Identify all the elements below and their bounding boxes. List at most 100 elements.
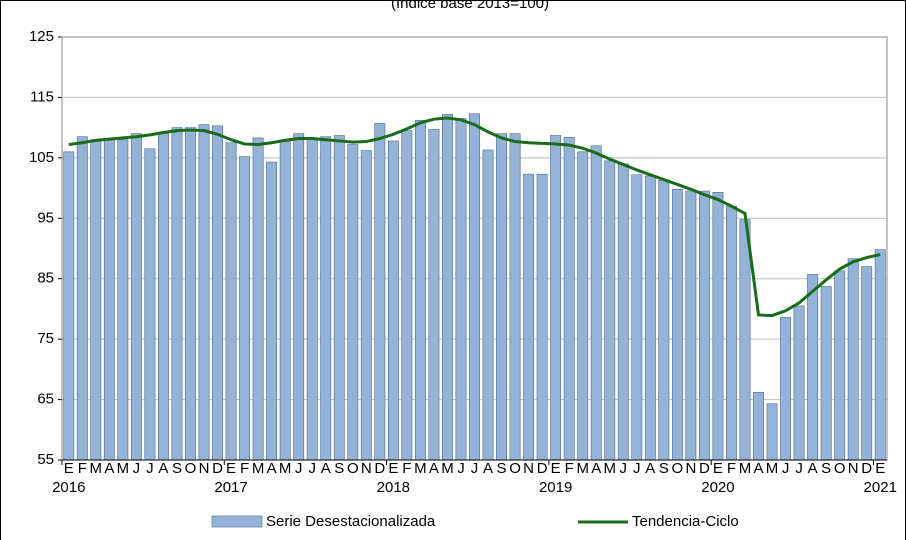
- x-tick-label: O: [509, 460, 521, 477]
- x-tick-label: A: [483, 460, 493, 477]
- year-label: 2019: [539, 479, 572, 496]
- bar: [671, 188, 683, 461]
- bar: [225, 142, 237, 461]
- x-tick-label: J: [471, 460, 479, 477]
- x-tick-label: D: [212, 460, 223, 477]
- x-tick-label: O: [347, 460, 359, 477]
- x-tick-label: A: [429, 460, 439, 477]
- y-tick-label: 95: [37, 209, 54, 226]
- x-tick-label: E: [713, 460, 723, 477]
- bar: [414, 120, 426, 461]
- x-tick-label: J: [795, 460, 803, 477]
- x-tick-label: F: [727, 460, 736, 477]
- x-tick-label: J: [146, 460, 154, 477]
- x-tick-label: N: [199, 460, 210, 477]
- bar: [144, 148, 156, 461]
- x-tick-label: A: [754, 460, 764, 477]
- x-tick-label: E: [551, 460, 561, 477]
- bar: [712, 192, 724, 461]
- x-tick-label: E: [64, 460, 74, 477]
- trend-line: [68, 116, 881, 318]
- year-label: 2016: [52, 479, 85, 496]
- x-tick-label: M: [252, 460, 265, 477]
- bar: [874, 249, 886, 461]
- bar: [442, 114, 453, 461]
- bar: [117, 139, 129, 461]
- bar: [103, 139, 115, 461]
- x-tick-label: M: [414, 460, 427, 477]
- x-tick-label: A: [267, 460, 277, 477]
- chart-subtitle: (Índice base 2013=100): [391, 0, 549, 12]
- x-tick-label: M: [90, 460, 103, 477]
- bar: [604, 160, 616, 461]
- x-tick-label: S: [821, 460, 831, 477]
- bar: [306, 139, 318, 461]
- x-tick-label: S: [334, 460, 344, 477]
- x-tick-label: O: [834, 460, 846, 477]
- y-tick-label: 75: [37, 330, 54, 347]
- x-tick-label: M: [117, 460, 130, 477]
- legend-label: Serie Desestacionalizada: [266, 513, 436, 530]
- bar: [293, 133, 305, 461]
- bar: [469, 113, 480, 461]
- bar: [523, 173, 535, 461]
- bar: [266, 161, 278, 461]
- bar: [496, 133, 507, 461]
- bar: [252, 137, 264, 461]
- bar: [820, 286, 832, 461]
- year-label: 2020: [701, 479, 734, 496]
- bar: [279, 139, 291, 461]
- bar: [766, 403, 778, 461]
- year-label: 2021: [864, 479, 897, 496]
- x-tick-label: M: [766, 460, 779, 477]
- x-tick-label: M: [279, 460, 292, 477]
- bar: [685, 190, 697, 461]
- bar: [861, 266, 873, 461]
- x-tick-label: E: [388, 460, 398, 477]
- x-tick-label: O: [185, 460, 197, 477]
- x-tick-label: J: [133, 460, 141, 477]
- bar: [212, 125, 223, 461]
- legend-swatch: [211, 515, 263, 528]
- bar: [333, 135, 345, 461]
- y-tick-label: 125: [29, 28, 54, 45]
- bar: [157, 133, 169, 461]
- x-tick-label: J: [295, 460, 303, 477]
- bar: [753, 392, 764, 461]
- bar: [793, 305, 805, 461]
- x-tick-label: S: [172, 460, 182, 477]
- bar: [726, 205, 737, 461]
- x-tick-label: S: [659, 460, 669, 477]
- bar: [198, 124, 210, 461]
- bar: [347, 144, 359, 461]
- x-tick-label: M: [576, 460, 589, 477]
- x-tick-label: N: [523, 460, 534, 477]
- bar: [536, 173, 548, 461]
- bar: [807, 274, 819, 461]
- bar: [550, 135, 562, 461]
- bar: [360, 150, 372, 461]
- bar: [482, 149, 494, 461]
- x-tick-label: A: [158, 460, 168, 477]
- x-tick-label: N: [685, 460, 696, 477]
- x-tick-label: M: [603, 460, 616, 477]
- bar: [780, 317, 792, 461]
- bar: [834, 270, 846, 461]
- bar: [590, 145, 602, 461]
- bar: [658, 179, 670, 461]
- bar: [320, 136, 332, 461]
- bar: [63, 151, 75, 461]
- x-tick-label: N: [361, 460, 372, 477]
- y-tick-label: 105: [29, 149, 54, 166]
- bar: [401, 130, 413, 461]
- bar: [76, 136, 88, 461]
- x-tick-label: J: [457, 460, 465, 477]
- bar: [739, 219, 751, 461]
- y-tick-label: 55: [37, 451, 54, 468]
- x-tick-label: J: [620, 460, 628, 477]
- bar: [130, 133, 142, 461]
- x-tick-label: D: [537, 460, 548, 477]
- bar: [698, 190, 710, 461]
- bar: [644, 175, 656, 461]
- bar: [631, 174, 643, 461]
